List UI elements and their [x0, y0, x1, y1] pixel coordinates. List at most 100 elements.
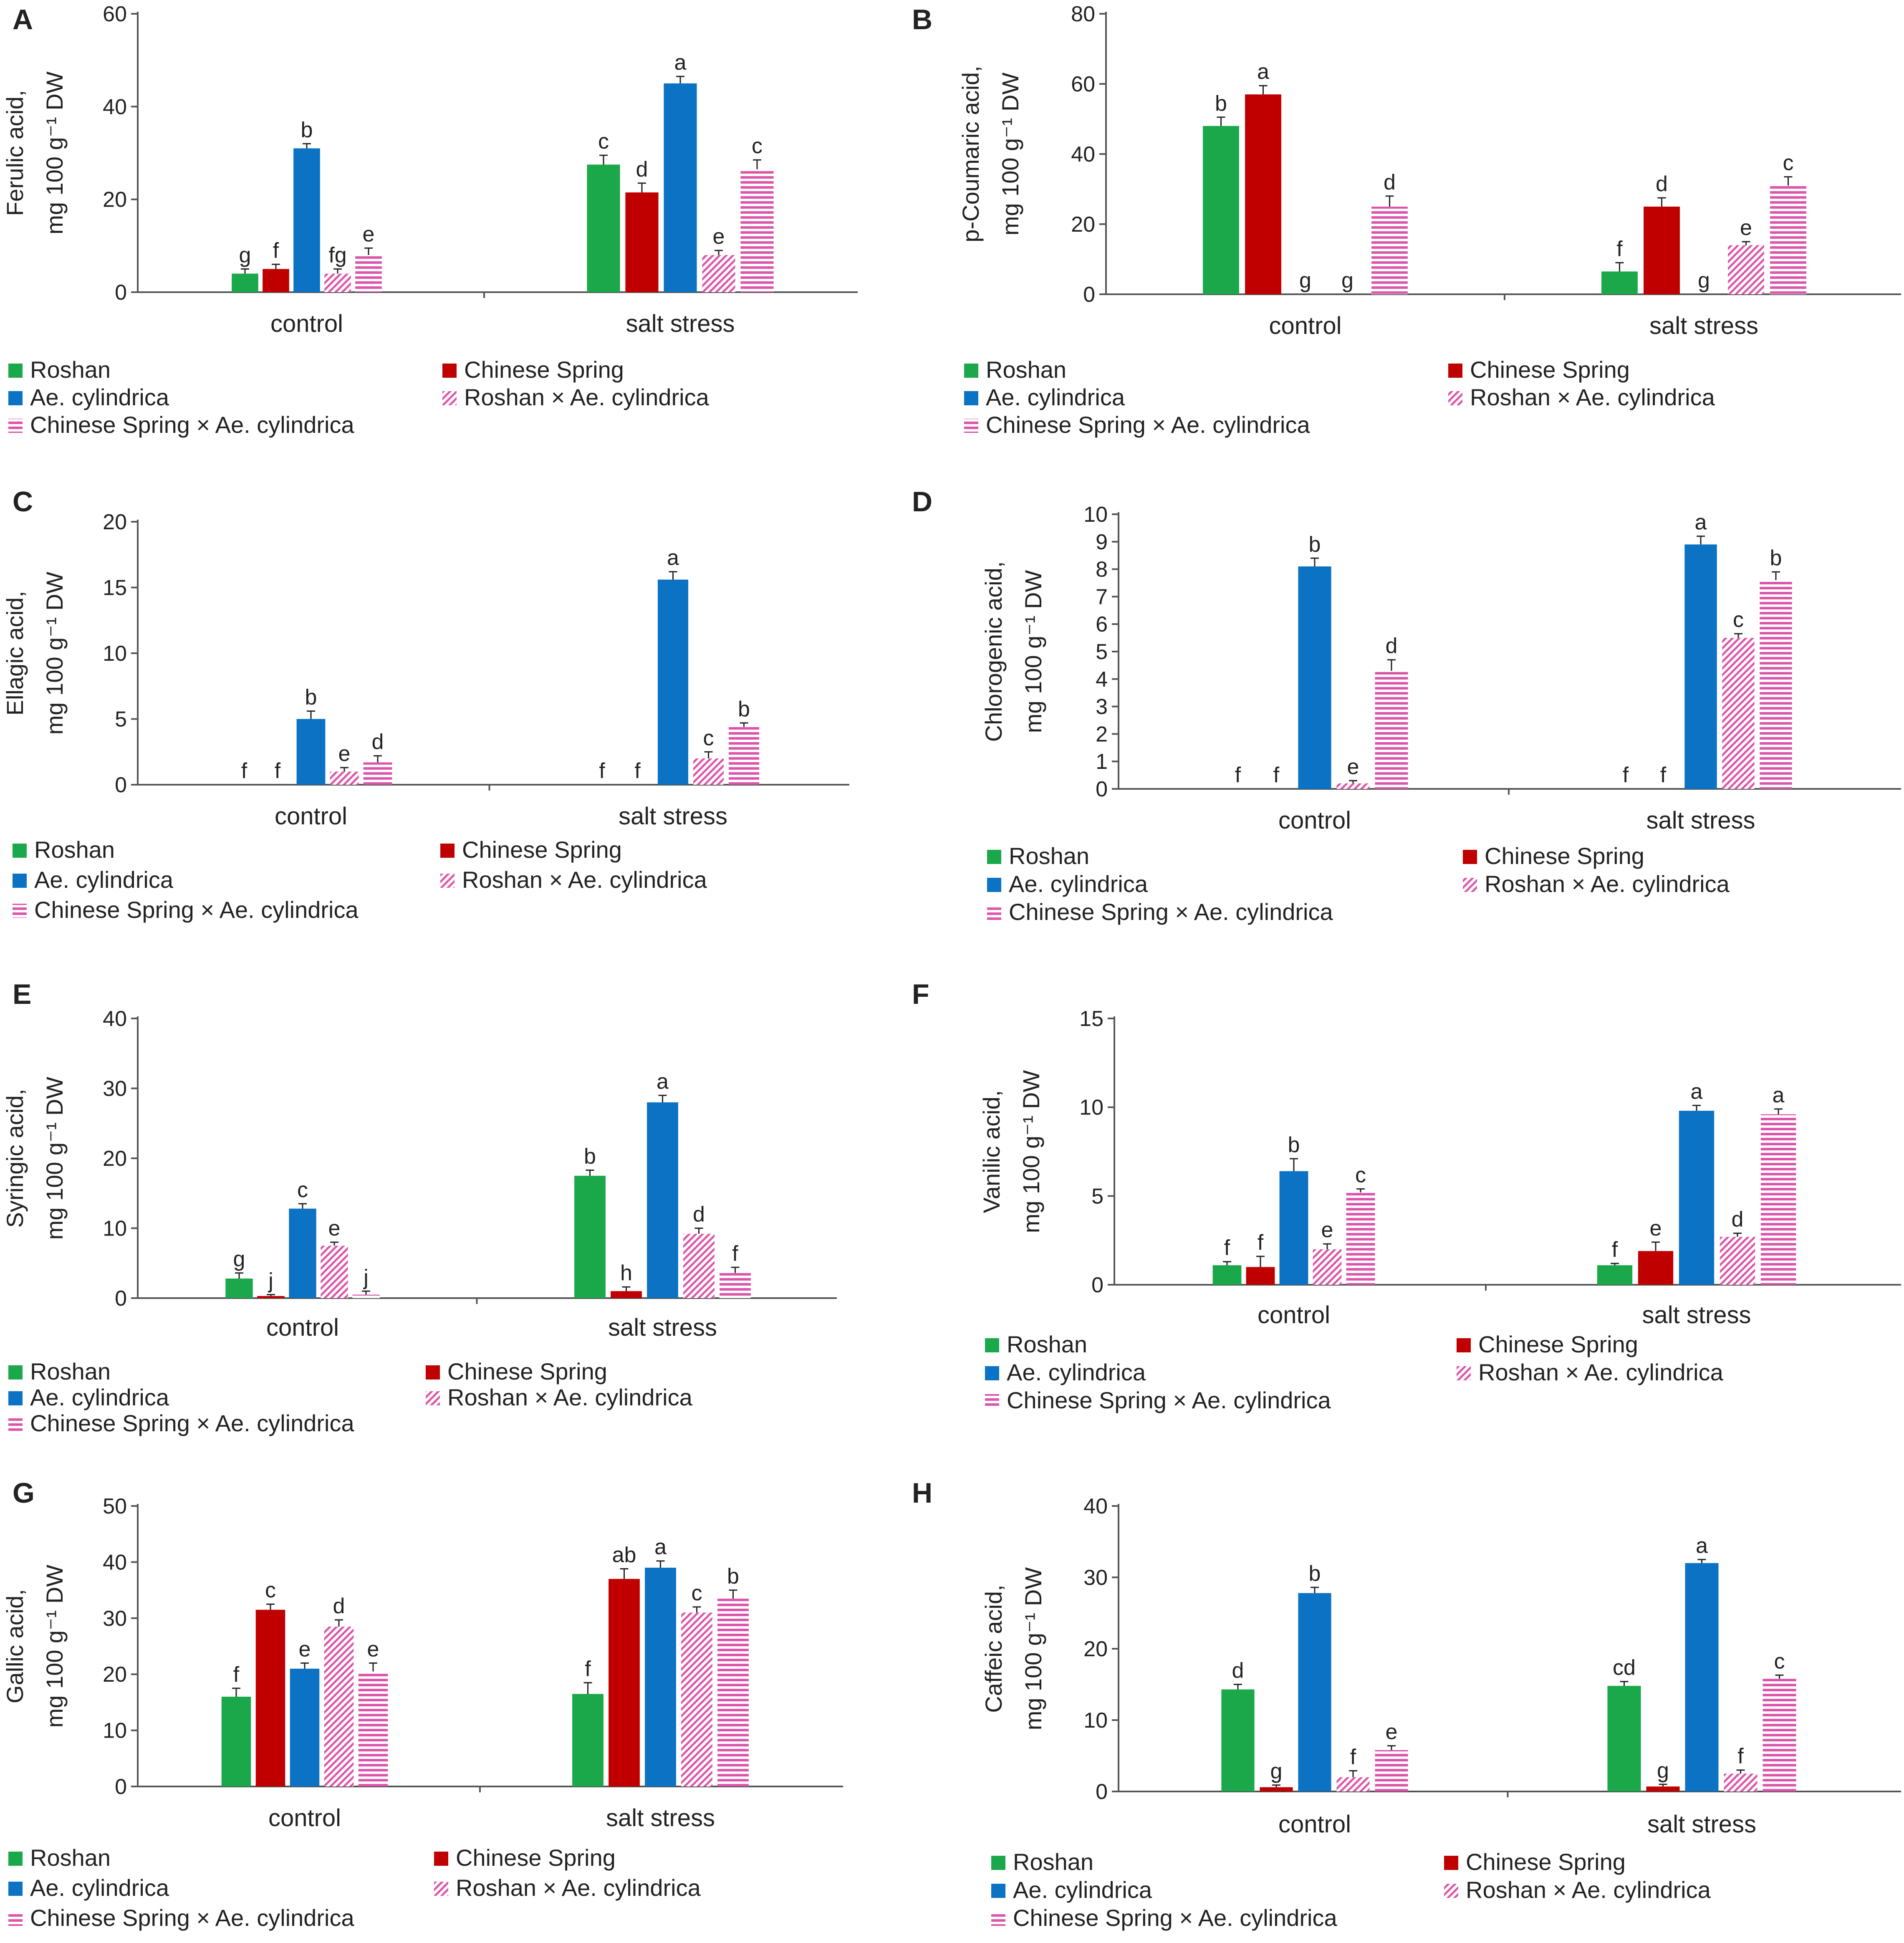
bar	[330, 771, 359, 785]
bar	[740, 169, 774, 292]
legend-label: Roshan × Ae. cylindrica	[1478, 1359, 1724, 1385]
bar	[574, 1175, 606, 1298]
legend-swatch	[987, 850, 1001, 864]
category-label: control	[268, 1804, 341, 1832]
y-tick-label: 40	[103, 1007, 127, 1031]
bar	[1346, 1192, 1375, 1285]
bar	[232, 273, 258, 292]
bar	[324, 1626, 354, 1786]
bar	[1375, 671, 1408, 789]
bar	[1724, 1774, 1758, 1791]
y-tick-label: 40	[103, 1550, 127, 1574]
bar	[1684, 544, 1717, 789]
significance-letter: c	[265, 1578, 276, 1602]
significance-letter: a	[657, 1069, 669, 1094]
legend-swatch	[987, 906, 1001, 920]
y-tick-label: 7	[1096, 585, 1108, 609]
y-tick-label: 60	[103, 2, 127, 26]
bar	[263, 269, 289, 292]
legend-label: Ae. cylindrica	[1007, 1359, 1146, 1385]
significance-letter: c	[1733, 608, 1744, 632]
legend-label: Roshan	[1009, 843, 1089, 869]
legend-label: Chinese Spring	[1478, 1331, 1638, 1357]
panel-b: Bp-Coumaric acid, mg 100 g⁻¹ DW 0 20 40 60 80 b…	[912, 2, 1901, 438]
legend-label: Chinese Spring × Ae. cylindrica	[30, 1905, 355, 1931]
significance-letter: f	[275, 759, 281, 783]
significance-letter: c	[297, 1178, 308, 1202]
bar	[1375, 1750, 1408, 1791]
y-axis-label: Gallic acid,	[2, 1589, 28, 1703]
bar	[1298, 566, 1331, 789]
significance-letter: f	[585, 1657, 591, 1681]
significance-letter: b	[301, 118, 313, 142]
legend-label: Chinese Spring × Ae. cylindrica	[1009, 899, 1333, 925]
legend-label: Chinese Spring	[1470, 356, 1630, 383]
y-tick-label: 40	[103, 95, 127, 119]
y-tick-label: 30	[103, 1077, 127, 1101]
bar	[225, 1278, 253, 1298]
y-tick-label: 20	[1071, 212, 1095, 237]
legend-label: Ae. cylindrica	[986, 384, 1125, 410]
legend-label: Roshan × Ae. cylindrica	[447, 1384, 693, 1410]
legend-label: Roshan	[1013, 1849, 1093, 1875]
significance-letter: d	[1232, 1659, 1244, 1683]
y-tick-label: 5	[115, 707, 127, 732]
significance-letter: e	[363, 222, 375, 246]
significance-letter: b	[738, 697, 750, 721]
bar	[683, 1233, 715, 1298]
significance-letter: cd	[1613, 1656, 1636, 1680]
significance-letter: d	[333, 1594, 345, 1618]
legend-swatch	[8, 1391, 23, 1405]
significance-letter: a	[1773, 1083, 1785, 1107]
bar	[1371, 207, 1408, 294]
significance-letter: e	[367, 1637, 379, 1661]
y-tick-label: 15	[1079, 1007, 1104, 1031]
bar	[1685, 1563, 1719, 1791]
significance-letter: f	[1660, 763, 1667, 787]
y-tick-label: 0	[1091, 1273, 1104, 1297]
bar	[221, 1696, 251, 1786]
legend-label: Ae. cylindrica	[1013, 1877, 1152, 1903]
y-tick-label: 0	[115, 1775, 127, 1799]
bar	[728, 727, 760, 785]
bar	[1770, 185, 1806, 294]
bar	[1679, 1111, 1715, 1285]
panel-letter: A	[13, 4, 33, 35]
y-axis-unit: mg 100 g⁻¹ DW	[41, 572, 68, 735]
significance-letter: d	[636, 157, 648, 182]
bar	[1203, 126, 1239, 294]
bar	[664, 83, 697, 292]
legend-label: Ae. cylindrica	[34, 867, 174, 893]
y-tick-label: 20	[103, 1147, 127, 1171]
panel-h: H Caffeic acid, mg 100 g⁻¹ DW 0 10 20 30 40 d g b f…	[912, 1477, 1901, 1931]
y-tick-label: 10	[1083, 503, 1108, 527]
y-axis-unit: mg 100 g⁻¹ DW	[41, 1565, 68, 1728]
legend-label: Roshan × Ae. cylindrica	[456, 1875, 701, 1901]
y-axis-label: Caffeic acid,	[980, 1584, 1007, 1713]
significance-letter: h	[620, 1261, 632, 1285]
bar	[1763, 1678, 1796, 1791]
bar	[611, 1291, 642, 1298]
legend-swatch	[434, 1852, 448, 1866]
significance-letter: g	[239, 243, 251, 267]
bar	[647, 1102, 678, 1298]
significance-letter: c	[1783, 151, 1794, 175]
legend-swatch	[8, 391, 23, 405]
bar	[1245, 94, 1281, 294]
legend-label: Roshan	[34, 836, 115, 863]
bar	[1221, 1689, 1255, 1791]
legend-label: Roshan	[30, 356, 111, 383]
significance-letter: d	[1732, 1208, 1744, 1232]
y-axis-unit: mg 100 g⁻¹ DW	[1020, 1567, 1046, 1731]
y-axis-unit: mg 100 g⁻¹ DW	[41, 71, 68, 235]
y-axis-label: Vanilic acid,	[978, 1090, 1005, 1213]
y-tick-label: 20	[103, 188, 127, 212]
bar	[289, 1208, 316, 1298]
legend-label: Chinese Spring × Ae. cylindrica	[986, 412, 1311, 438]
significance-letter: d	[1384, 170, 1396, 195]
y-axis-label: Ellagic acid,	[2, 591, 28, 716]
panel-g: G Gallic acid, mg 100 g⁻¹ DW 0 10 20 30 40 50 f c e…	[2, 1477, 843, 1931]
y-tick-label: 40	[1083, 1494, 1108, 1519]
legend-swatch	[987, 878, 1001, 892]
